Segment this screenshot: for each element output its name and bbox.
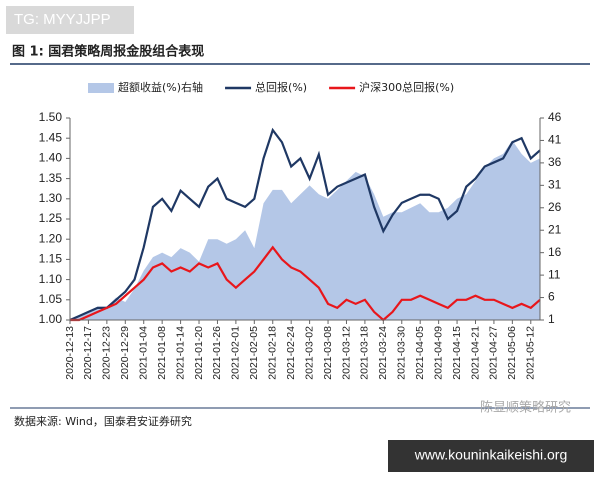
x-tick-label: 2020-12-23 — [101, 326, 113, 380]
y-tick-label: 1.20 — [39, 231, 63, 245]
x-tick-label: 2021-04-15 — [451, 326, 463, 380]
tag-box — [6, 6, 134, 34]
legend-label: 沪深300总回报(%) — [359, 80, 454, 94]
x-tick-label: 2021-03-18 — [359, 326, 371, 380]
x-tick-label: 2021-01-04 — [138, 326, 150, 380]
y-tick-label: 1.40 — [39, 151, 63, 165]
excess-area — [70, 140, 540, 320]
y-tick-label: 1.30 — [39, 191, 63, 205]
x-tick-label: 2021-04-27 — [488, 326, 500, 380]
x-tick-label: 2021-04-05 — [414, 326, 426, 380]
x-tick-label: 2021-05-12 — [525, 326, 537, 380]
y-tick-label: 1.45 — [39, 130, 63, 144]
x-tick-label: 2021-01-20 — [193, 326, 205, 380]
y-tick-label: 1.15 — [39, 252, 63, 266]
y-tick-label: 1.10 — [39, 272, 63, 286]
y-tick-label: 1.05 — [39, 292, 63, 306]
y2-tick-label: 46 — [548, 110, 562, 124]
x-tick-label: 2021-02-05 — [248, 326, 260, 380]
x-tick-label: 2021-03-08 — [322, 326, 334, 380]
y2-tick-label: 6 — [548, 290, 555, 304]
x-tick-label: 2020-12-13 — [64, 326, 76, 380]
source: 数据来源: Wind，国泰君安证券研究 — [14, 414, 192, 428]
tag: TG: MYYJJPP — [14, 11, 111, 28]
y2-tick-label: 1 — [548, 312, 555, 326]
x-tick-label: 2021-05-06 — [506, 326, 518, 380]
y2-tick-label: 16 — [548, 245, 562, 259]
series-line — [69, 127, 541, 322]
y-tick-label: 1.35 — [39, 171, 63, 185]
y-tick-label: 1.00 — [39, 312, 63, 326]
x-tick-label: 2021-01-26 — [211, 326, 223, 380]
y2-tick-label: 26 — [548, 200, 562, 214]
x-tick-label: 2021-03-12 — [340, 326, 352, 380]
y-tick-label: 1.50 — [39, 110, 63, 124]
x-tick-label: 2020-12-17 — [82, 326, 94, 380]
site-box — [388, 440, 594, 472]
x-tick-label: 2021-03-24 — [377, 326, 389, 380]
y2-tick-label: 31 — [548, 178, 562, 192]
chart-title: 图 1: 国君策略周报金股组合表现 — [12, 44, 204, 60]
y2-tick-label: 11 — [548, 267, 561, 281]
series-line — [70, 245, 541, 322]
x-tick-label: 2021-02-18 — [267, 326, 279, 380]
y-tick-label: 1.25 — [39, 211, 63, 225]
x-tick-label: 2021-04-21 — [469, 326, 481, 380]
x-tick-label: 2020-12-29 — [119, 326, 131, 380]
x-tick-label: 2021-01-14 — [174, 326, 186, 380]
plot — [69, 127, 541, 322]
y2-tick-label: 41 — [548, 133, 562, 147]
x-tick-label: 2021-03-02 — [303, 326, 315, 380]
x-tick-label: 2021-03-30 — [396, 326, 408, 380]
y2-tick-label: 36 — [548, 155, 562, 169]
x-tick-label: 2021-01-08 — [156, 326, 168, 380]
legend-label: 超额收益(%)右轴 — [118, 80, 203, 94]
x-tick-label: 2021-04-09 — [432, 326, 444, 380]
y2-tick-label: 21 — [548, 222, 562, 236]
site: www.kouninkaikeishi.org — [414, 447, 568, 463]
legend-swatch — [88, 83, 114, 93]
x-tick-label: 2021-02-24 — [285, 326, 297, 380]
brand-watermark: 陈显顺策略研究 — [480, 400, 571, 416]
x-tick-label: 2021-02-01 — [230, 326, 242, 380]
legend-label: 总回报(%) — [255, 80, 307, 94]
